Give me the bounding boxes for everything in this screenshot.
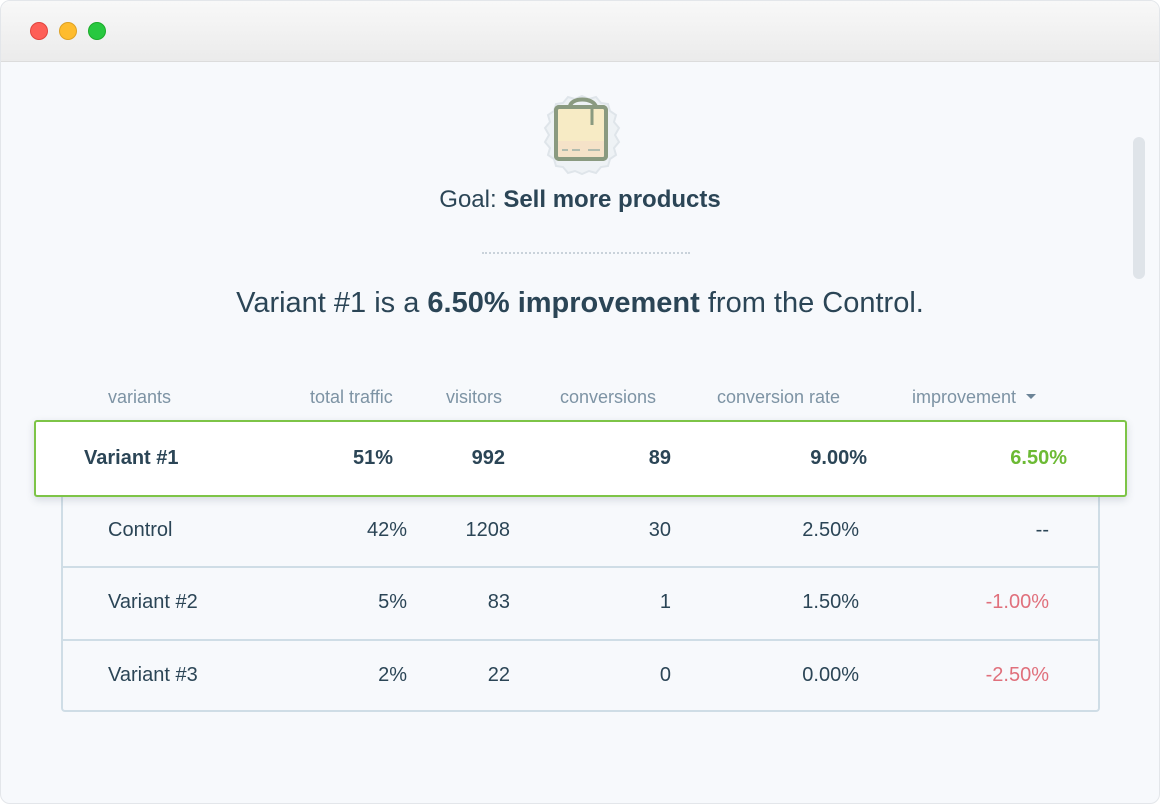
variants-table — [61, 495, 1100, 712]
row-control-conversions: 30 — [648, 519, 671, 541]
row-control-total-traffic: 42% — [366, 519, 407, 541]
winner-total-traffic: 51% — [352, 447, 393, 469]
dotted-divider — [482, 252, 690, 254]
column-header-conversions[interactable]: conversions — [560, 387, 657, 407]
row-variant2-improvement: -1.00% — [985, 591, 1049, 613]
row-variant3-total-traffic: 2% — [378, 664, 407, 686]
minimize-window-button[interactable] — [59, 22, 77, 40]
winner-name: Variant #1 — [84, 447, 179, 469]
winner-conversion-rate: 9.00% — [810, 447, 867, 469]
column-header-visitors[interactable]: visitors — [446, 387, 503, 407]
row-control-conversion-rate: 2.50% — [802, 519, 859, 541]
vertical-scrollbar[interactable] — [1133, 137, 1145, 279]
shopping-bag-icon — [543, 95, 621, 175]
row-separator — [61, 639, 1100, 641]
row-control-name: Control — [108, 519, 173, 541]
row-control-improvement: -- — [1035, 519, 1049, 541]
sort-caret-down-icon — [1026, 393, 1037, 399]
headline-highlight: 6.50% improvement — [427, 287, 700, 319]
row-variant2-name: Variant #2 — [108, 591, 198, 613]
row-separator — [61, 566, 1100, 568]
column-header-improvement-label: improvement — [912, 387, 1017, 407]
headline-part1: Variant #1 is a — [236, 287, 420, 319]
column-header-conversion-rate[interactable]: conversion rate — [717, 387, 841, 407]
row-variant3-conversion-rate: 0.00% — [802, 664, 859, 686]
winner-improvement: 6.50% — [1010, 447, 1067, 469]
winner-conversions: 89 — [648, 447, 671, 469]
row-variant2-conversions: 1 — [659, 591, 671, 613]
goal-title: Goal: Sell more products — [1, 186, 1159, 214]
goal-name: Sell more products — [503, 186, 721, 213]
maximize-window-button[interactable] — [88, 22, 106, 40]
headline-part2: from the Control. — [707, 287, 924, 319]
winner-row[interactable] — [34, 420, 1127, 497]
row-variant3-conversions: 0 — [659, 664, 671, 686]
column-header-improvement[interactable]: improvement — [912, 387, 1037, 408]
column-header-variants[interactable]: variants — [108, 387, 172, 407]
result-headline: Variant #1 is a 6.50% improvement from t… — [1, 287, 1159, 320]
close-window-button[interactable] — [30, 22, 48, 40]
column-header-total-traffic[interactable]: total traffic — [310, 387, 393, 407]
title-bar — [1, 1, 1159, 62]
row-variant2-conversion-rate: 1.50% — [802, 591, 859, 613]
row-variant3-improvement: -2.50% — [985, 664, 1049, 686]
row-variant2-total-traffic: 5% — [378, 591, 407, 613]
goal-prefix: Goal: — [439, 186, 497, 213]
winner-visitors: 992 — [471, 447, 505, 469]
row-variant3-visitors: 22 — [487, 664, 510, 686]
row-variant3-name: Variant #3 — [108, 664, 198, 686]
row-control-visitors: 1208 — [465, 519, 511, 541]
row-variant2-visitors: 83 — [487, 591, 510, 613]
